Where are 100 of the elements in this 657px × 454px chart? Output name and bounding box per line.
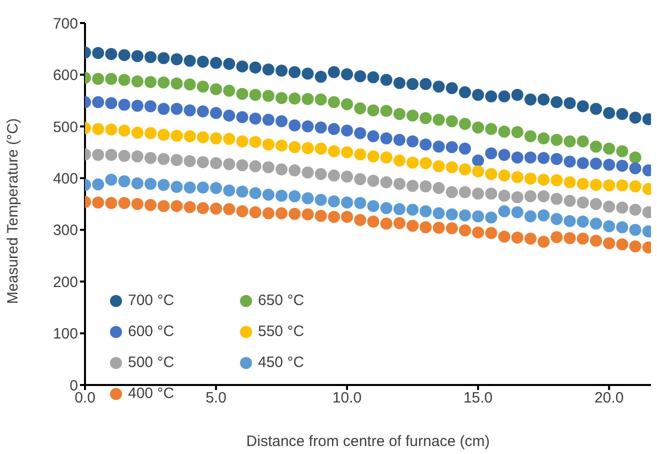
point — [236, 205, 248, 218]
point — [262, 188, 274, 201]
point — [590, 234, 602, 247]
point — [420, 78, 432, 90]
x-tick-label: 10.0 — [332, 390, 362, 407]
point — [170, 102, 183, 115]
point — [288, 164, 301, 176]
point — [590, 218, 602, 230]
point — [603, 106, 616, 119]
point — [472, 121, 484, 134]
x-tick-label: 5.0 — [206, 390, 226, 407]
point — [498, 148, 510, 161]
point — [236, 60, 248, 72]
point — [616, 221, 628, 234]
y-tick-label: 400 — [52, 170, 78, 188]
point — [249, 187, 262, 200]
point — [393, 203, 406, 216]
point — [406, 156, 419, 169]
point — [170, 53, 183, 66]
point — [302, 142, 314, 154]
point — [196, 105, 209, 118]
point — [524, 172, 536, 185]
point — [196, 181, 209, 194]
point — [380, 132, 392, 144]
point — [432, 160, 445, 172]
point — [276, 140, 288, 152]
point — [131, 50, 144, 62]
point — [367, 104, 380, 116]
point — [420, 157, 432, 170]
point — [524, 151, 536, 164]
point — [420, 221, 432, 234]
point — [302, 208, 314, 220]
point — [170, 130, 183, 142]
point — [144, 127, 157, 140]
point — [328, 66, 340, 78]
point — [236, 159, 248, 172]
point — [158, 178, 170, 191]
legend-label: 400 °C — [128, 385, 174, 402]
point — [105, 48, 118, 60]
point — [511, 151, 524, 164]
point — [393, 178, 406, 190]
point — [406, 110, 419, 122]
point — [564, 97, 576, 110]
point — [131, 198, 144, 210]
point — [314, 194, 327, 206]
point — [550, 231, 563, 244]
point — [564, 232, 576, 244]
point — [458, 224, 471, 236]
point — [170, 180, 183, 193]
point — [158, 128, 170, 141]
point — [485, 90, 498, 102]
point — [603, 220, 616, 232]
point — [603, 200, 616, 213]
point — [328, 96, 340, 108]
point — [144, 199, 157, 212]
point — [341, 68, 354, 80]
point — [393, 217, 406, 230]
point — [616, 145, 628, 158]
point — [420, 180, 432, 192]
point — [367, 130, 380, 142]
x-tick-label: 20.0 — [594, 390, 624, 407]
y-tick-label: 300 — [52, 222, 78, 240]
point — [118, 49, 130, 62]
point — [144, 76, 157, 88]
point — [485, 226, 498, 239]
point — [446, 186, 458, 198]
point — [538, 190, 550, 202]
point — [524, 210, 536, 222]
point — [432, 140, 445, 153]
point — [564, 194, 576, 207]
point — [105, 72, 118, 85]
point — [158, 52, 170, 64]
point — [92, 123, 104, 136]
point — [616, 160, 628, 172]
point — [538, 209, 550, 222]
point — [288, 141, 301, 154]
point — [249, 61, 262, 74]
point — [302, 166, 314, 178]
legend-label: 550 °C — [258, 323, 304, 340]
point — [105, 174, 118, 186]
point — [524, 190, 536, 202]
point — [458, 163, 471, 176]
point — [354, 148, 366, 160]
point — [538, 152, 550, 164]
point — [511, 191, 524, 204]
point — [564, 135, 576, 148]
point — [223, 132, 236, 145]
point — [328, 123, 340, 136]
point — [406, 220, 419, 232]
point — [314, 94, 327, 106]
point — [432, 114, 445, 126]
point — [367, 71, 380, 84]
point — [105, 196, 118, 209]
point — [249, 88, 262, 101]
point — [92, 148, 104, 161]
point — [158, 153, 170, 166]
point — [380, 74, 392, 86]
point — [314, 168, 327, 180]
point — [184, 130, 196, 142]
x-tick-label: 15.0 — [463, 390, 493, 407]
